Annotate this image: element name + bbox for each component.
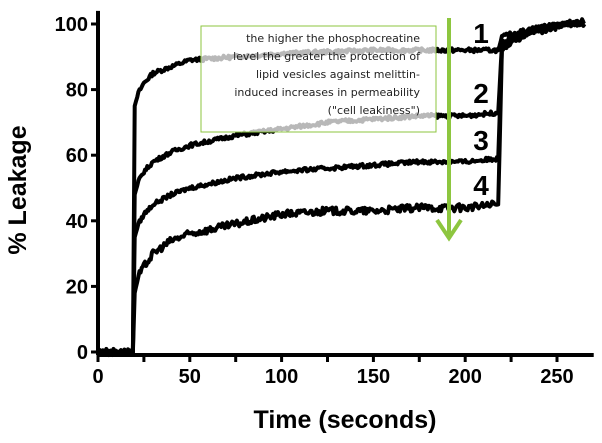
y-tick-label: 40 bbox=[66, 211, 88, 233]
series-label-4: 4 bbox=[473, 170, 489, 201]
y-tick-label: 100 bbox=[55, 14, 88, 36]
series-line-4 bbox=[96, 18, 586, 358]
annotation-line: the higher the phosphocreatine bbox=[246, 32, 420, 45]
y-tick-label: 80 bbox=[66, 80, 88, 102]
y-axis-label: % Leakage bbox=[4, 125, 32, 254]
down-arrow-icon bbox=[435, 18, 463, 242]
series-label-1: 1 bbox=[473, 18, 489, 49]
annotation-box bbox=[200, 25, 437, 133]
y-tick-label: 60 bbox=[66, 145, 88, 167]
series-label-3: 3 bbox=[473, 125, 489, 156]
annotation-line: induced increases in permeability bbox=[234, 86, 420, 99]
x-tick-label: 50 bbox=[179, 366, 201, 388]
axes: 0 50 100 150 200 250 0 20 40 60 80 100 bbox=[55, 10, 594, 388]
annotation-text: the higher the phosphocreatine level the… bbox=[233, 32, 421, 117]
x-axis-label: Time (seconds) bbox=[254, 406, 437, 434]
x-tick-label: 0 bbox=[92, 366, 103, 388]
annotation-line: level the greater the protection of bbox=[233, 50, 421, 63]
y-tick-label: 20 bbox=[66, 276, 88, 298]
x-tick-label: 250 bbox=[540, 366, 573, 388]
annotation-line: ("cell leakiness") bbox=[328, 104, 420, 117]
x-tick-label: 150 bbox=[357, 366, 390, 388]
y-tick-label: 0 bbox=[77, 342, 88, 364]
annotation-line: lipid vesicles against melittin- bbox=[256, 68, 420, 81]
x-tick-label: 100 bbox=[265, 366, 298, 388]
x-tick-label: 200 bbox=[449, 366, 482, 388]
series-label-2: 2 bbox=[473, 78, 489, 109]
